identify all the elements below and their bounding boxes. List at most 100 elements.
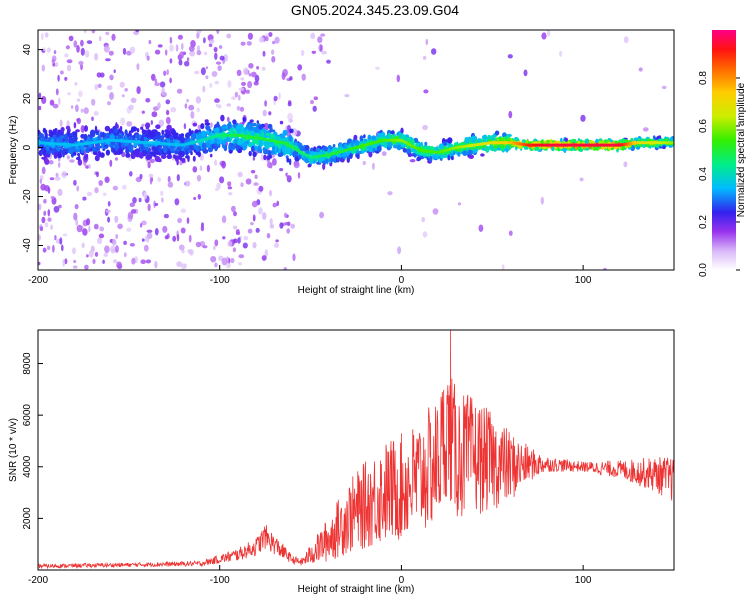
spectrogram-cell xyxy=(65,45,70,50)
spectrogram-cell xyxy=(38,261,41,266)
spectrogram-cell xyxy=(581,143,585,147)
spectrogram-cell xyxy=(39,178,42,184)
spectrogram-cell xyxy=(188,45,195,52)
spectrogram-cell xyxy=(400,127,404,134)
spectrogram-cell xyxy=(51,58,55,64)
spectrogram-cell xyxy=(144,235,148,243)
spectrogram-cell xyxy=(154,78,158,84)
spectrogram-cell xyxy=(238,87,245,92)
spectrogram-cell xyxy=(251,129,255,134)
spectrogram-cell xyxy=(288,119,293,123)
spectrogram-cell xyxy=(91,98,96,106)
spectrogram-cell xyxy=(415,150,419,155)
y-tick-label: 8000 xyxy=(22,352,33,375)
spectrogram-cell xyxy=(112,185,119,191)
spectrogram-cell xyxy=(143,136,148,142)
spectrogram-cell xyxy=(599,143,603,147)
spectrogram-cell xyxy=(228,133,232,137)
spectrogram-cell xyxy=(237,128,240,135)
spectrogram-cell xyxy=(416,156,422,161)
spectrogram-cell xyxy=(247,123,253,131)
spectrogram-cell xyxy=(261,255,267,261)
spectrogram-cell xyxy=(279,168,284,172)
x-tick-label: -200 xyxy=(28,275,48,286)
spectrogram-cell xyxy=(240,41,246,46)
spectrogram-cell xyxy=(104,176,110,183)
spectrogram-cell xyxy=(165,109,170,116)
spectrogram-cell xyxy=(203,37,206,44)
spectrogram-cell xyxy=(225,136,230,142)
spectrogram-cell xyxy=(422,124,428,131)
spectrogram-x-ticks: -200 -100 0 100 xyxy=(28,265,592,286)
spectrogram-cell xyxy=(227,181,232,187)
spectrogram-cell xyxy=(38,105,42,111)
colorbar-tick-label: 0.6 xyxy=(698,119,709,133)
spectrogram-cell xyxy=(585,143,590,147)
spectrogram-cell xyxy=(321,50,327,55)
x-tick-label: -100 xyxy=(210,575,230,586)
spectrogram-cell xyxy=(262,50,266,57)
spectrogram-cell xyxy=(202,245,208,249)
spectrogram-cell xyxy=(94,155,100,162)
spectrogram-cell xyxy=(206,164,210,173)
spectrogram-cell xyxy=(284,221,290,226)
spectrogram-cell xyxy=(41,216,46,224)
spectrogram-cell xyxy=(115,157,118,161)
spectrogram-frame xyxy=(37,29,675,271)
spectrogram-cell xyxy=(184,137,188,142)
spectrogram-cell xyxy=(103,252,108,257)
spectrogram-cell xyxy=(422,55,427,60)
spectrogram-cell xyxy=(92,147,96,152)
spectrogram-cell xyxy=(62,233,68,237)
spectrogram-cell xyxy=(180,208,187,213)
spectrogram-cell xyxy=(151,111,158,118)
spectrogram-cell xyxy=(326,59,331,64)
spectrogram-cell xyxy=(228,192,233,196)
spectrogram-cell xyxy=(83,154,88,161)
spectrogram-cell xyxy=(185,180,191,187)
spectrogram-cell xyxy=(420,155,424,160)
spectrogram-cell xyxy=(258,185,264,192)
spectrogram-cell xyxy=(396,74,400,83)
spectrogram-cell xyxy=(178,59,183,66)
spectrogram-cell xyxy=(140,144,144,152)
spectrogram-cell xyxy=(272,158,277,166)
spectrogram-cell xyxy=(42,247,47,253)
spectrogram-cell xyxy=(387,138,391,142)
spectrogram-cell xyxy=(55,62,59,67)
spectrogram-cell xyxy=(214,187,219,192)
spectrogram-cell xyxy=(607,143,611,147)
spectrogram-cell xyxy=(603,143,607,147)
spectrogram-cell xyxy=(129,202,135,208)
spectrogram-cell xyxy=(112,259,118,264)
spectrogram-cell xyxy=(62,151,65,158)
spectrogram-cell xyxy=(248,73,252,77)
spectrogram-cell xyxy=(54,176,61,181)
spectrogram-cell xyxy=(183,123,187,130)
spectrogram-cell xyxy=(39,133,44,138)
spectrogram-cell xyxy=(372,148,376,154)
spectrogram-cell xyxy=(602,267,608,270)
spectrogram-cell xyxy=(210,256,217,263)
spectrogram-cell xyxy=(301,73,306,81)
spectrogram-cell xyxy=(219,55,225,61)
spectrogram-cell xyxy=(189,50,196,57)
spectrogram-cell xyxy=(390,130,395,135)
spectrogram-cell xyxy=(670,141,674,145)
spectrogram-cell xyxy=(38,92,42,99)
spectrogram-cell xyxy=(221,160,227,169)
spectrogram-cell xyxy=(238,254,245,259)
spectrogram-cell xyxy=(106,85,113,91)
spectrogram-cell xyxy=(570,143,574,147)
spectrogram-cell xyxy=(245,178,252,185)
spectrogram-cell xyxy=(99,226,105,232)
spectrogram-cell xyxy=(381,131,386,138)
y-tick-label: -20 xyxy=(22,189,33,204)
spectrogram-cell xyxy=(660,141,664,145)
spectrogram-cell xyxy=(575,143,579,147)
spectrogram-cell xyxy=(85,50,90,58)
spectrogram-cell xyxy=(350,140,354,147)
spectrogram-cell xyxy=(297,64,303,71)
spectrogram-cell xyxy=(91,116,94,122)
spectrogram-cell xyxy=(260,153,265,161)
